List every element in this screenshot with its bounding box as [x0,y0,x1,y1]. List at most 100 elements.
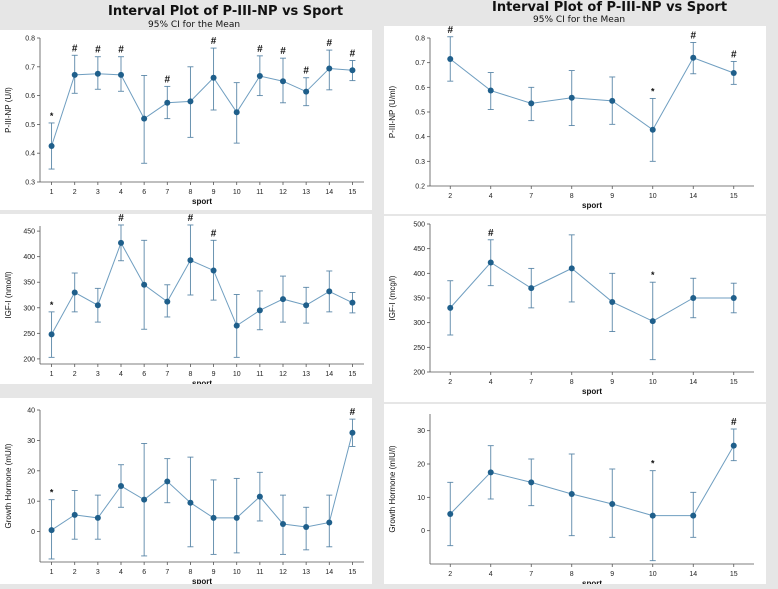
mean-point [349,429,356,436]
mean-point [48,331,55,338]
mean-point [326,65,333,72]
x-tick-label: 4 [119,371,123,378]
y-tick-label: 200 [413,370,425,377]
significance-mark: * [651,86,655,96]
y-tick-label: 450 [23,229,35,236]
mean-point [71,511,78,518]
mean-point [48,527,55,534]
x-axis-label: sport [192,577,212,584]
mean-point [48,143,55,149]
y-axis-label: Growth Hormone (mU/l) [4,443,13,528]
mean-point [487,87,494,94]
x-tick-label: 12 [279,569,287,576]
y-tick-label: 250 [23,331,35,338]
mean-point [118,71,124,78]
x-tick-label: 15 [349,371,357,378]
x-tick-label: 4 [489,571,493,578]
x-tick-label: 11 [256,189,263,196]
chart-bottom-right: 0 10 20 30 2 4 7 8 9 10 14 15 sport Growth Hormone (m… [388,414,754,588]
x-tick-label: 9 [610,571,614,578]
mean-point [528,100,535,107]
x-tick-label: 9 [212,569,216,576]
mean-point [447,304,454,311]
y-axis-label: IGF-I (mcg/l) [388,275,397,320]
x-tick-label: 10 [649,571,657,578]
significance-mark: # [350,407,356,418]
x-tick-label: 2 [73,569,77,576]
mean-line [449,57,734,131]
right-chart-subtitle: 95% CI for the Mean [533,15,626,25]
x-tick-label: 2 [448,379,452,386]
mean-point [690,295,697,301]
mean-point [303,302,310,309]
mean-point [730,442,737,449]
x-tick-label: 14 [325,569,333,576]
mean-point [730,295,737,301]
mean-point [609,97,616,104]
significance-mark: # [447,26,453,36]
y-axis-label: P-III-NP (U/ml) [388,86,397,139]
y-tick-label: 0.3 [25,180,35,187]
y-tick-label: 350 [23,280,35,287]
x-axis-label: sport [192,197,212,206]
y-tick-label: 0.7 [415,60,425,67]
mean-point [303,524,310,531]
y-axis-label: P-III-NP (U/l) [4,87,13,133]
y-tick-label: 450 [413,246,425,253]
x-tick-label: 15 [730,379,738,386]
significance-mark: # [72,43,78,54]
mean-line [449,261,734,322]
mean-point [528,285,535,292]
x-tick-label: 10 [649,379,657,386]
mean-line [51,68,353,147]
y-tick-label: 0.2 [415,184,425,191]
mean-point [141,281,148,288]
mean-line [51,432,353,531]
mean-point [280,296,286,303]
x-tick-label: 10 [233,371,241,378]
mean-point [94,514,101,521]
mean-point [609,501,616,507]
x-tick-label: 10 [233,189,241,196]
x-tick-label: 12 [279,189,287,196]
significance-mark: # [211,228,217,239]
mean-point [256,493,263,500]
x-tick-label: 3 [96,371,100,378]
x-tick-label: 8 [570,193,574,200]
y-tick-label: 0.5 [415,110,425,117]
significance-mark: # [488,228,494,239]
x-tick-label: 10 [649,193,657,200]
y-tick-label: 40 [27,408,35,415]
mean-point [256,307,263,314]
y-tick-label: 0.7 [25,64,35,71]
x-axis-label: sport [582,387,602,396]
mean-point [187,257,194,264]
y-tick-label: 0.8 [25,36,35,43]
mean-point [71,71,78,78]
significance-mark: # [257,44,263,55]
mean-point [210,514,217,521]
x-tick-label: 15 [730,571,738,578]
x-tick-label: 13 [302,189,310,196]
chart-top-left: 0.30.40.50.60.70.81 2 3 4 6 7 8 9 10 11 12 13 14 15sp… [4,36,364,206]
y-tick-label: 20 [417,462,425,469]
x-tick-label: 13 [302,371,310,378]
mean-point [164,478,171,485]
mean-point [118,239,124,246]
mean-point [528,479,535,486]
y-tick-label: 10 [27,499,35,506]
mean-line [51,241,353,335]
significance-mark: * [651,459,655,469]
x-tick-label: 4 [119,569,123,576]
mean-point [233,514,240,521]
x-tick-label: 9 [212,371,216,378]
mean-point [280,78,286,85]
y-tick-label: 300 [413,320,425,327]
x-tick-label: 9 [610,193,614,200]
y-axis-label: Growth Hormone (mIU/l) [388,445,397,532]
y-tick-label: 0.4 [25,151,35,158]
mean-point [94,302,101,309]
y-tick-label: 0 [421,528,425,535]
significance-mark: # [188,214,194,224]
